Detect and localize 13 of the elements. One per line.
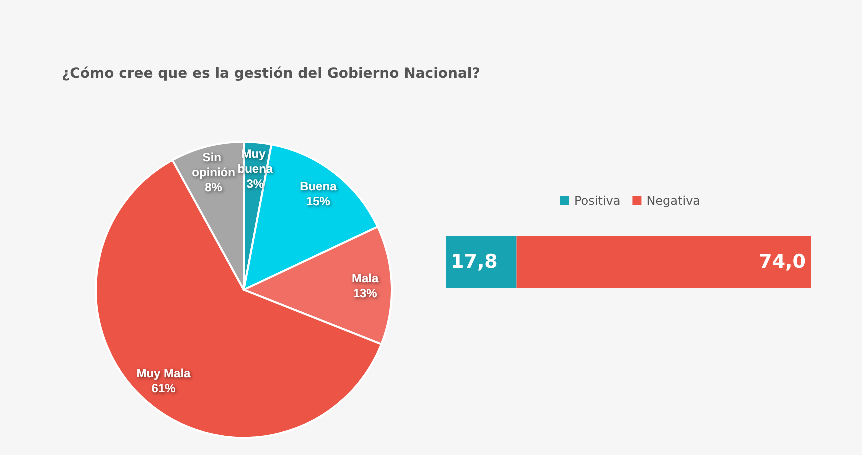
data-label: 61% (152, 382, 176, 396)
slice-label: Muy Mala (136, 366, 192, 381)
data-label: 74,0 (759, 251, 806, 273)
slice-label: Mala (352, 272, 379, 286)
data-label: 13% (353, 286, 378, 301)
data-label: 15% (306, 194, 331, 209)
chart-title: ¿Cómo cree que es la gestión del Gobierno Nacional? (62, 66, 480, 82)
legend-label: Positiva (574, 194, 621, 208)
slice-label: Buena (300, 180, 338, 194)
legend-label: Negativa (646, 194, 701, 208)
data-label: 8% (205, 180, 223, 194)
slice-label: Sin opinión (192, 150, 236, 180)
data-label: 17,8 (451, 251, 498, 273)
